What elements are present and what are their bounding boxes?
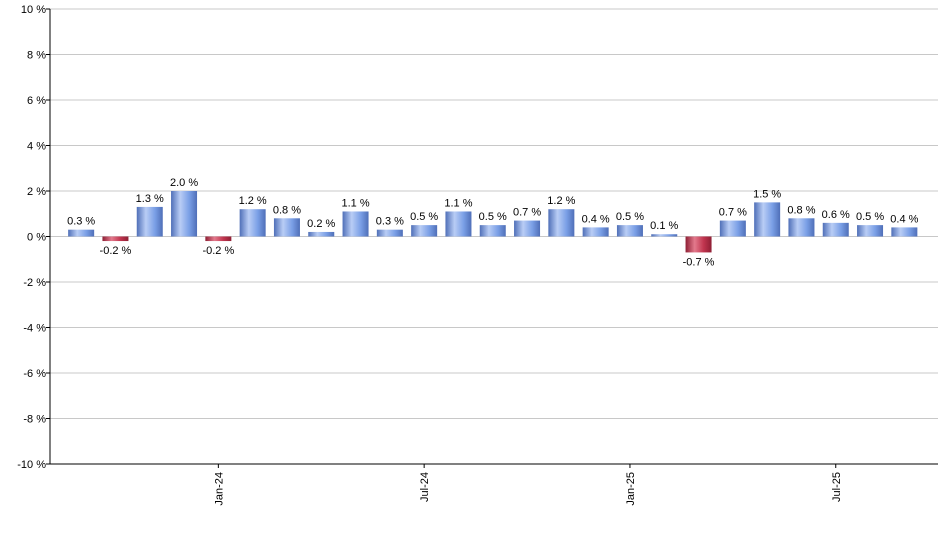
x-tick-label: Jul-25 — [831, 472, 843, 502]
y-tick-label: 6 % — [27, 95, 46, 107]
data-label: 1.1 % — [444, 197, 472, 209]
data-label: 0.8 % — [787, 204, 815, 216]
y-tick-label: 4 % — [27, 141, 46, 153]
data-label: 0.5 % — [410, 211, 438, 223]
data-label: 0.5 % — [856, 211, 884, 223]
bar — [685, 236, 712, 253]
bar — [308, 231, 335, 237]
data-label: 0.5 % — [479, 211, 507, 223]
bar — [171, 191, 198, 237]
data-label: -0.2 % — [100, 245, 132, 257]
bar — [891, 227, 918, 237]
data-label: 0.3 % — [376, 216, 404, 228]
y-tick-label: -8 % — [23, 414, 46, 426]
bar — [514, 220, 541, 237]
y-tick-label: 10 % — [21, 4, 46, 16]
data-label: -0.2 % — [202, 245, 234, 257]
data-label: 2.0 % — [170, 177, 198, 189]
y-tick-label: 0 % — [27, 232, 46, 244]
data-label: 0.7 % — [513, 207, 541, 219]
bar — [136, 206, 163, 237]
bar — [479, 225, 506, 237]
data-label: 0.3 % — [67, 216, 95, 228]
bar — [68, 229, 95, 237]
data-label: 0.5 % — [616, 211, 644, 223]
y-tick-label: -6 % — [23, 368, 46, 380]
data-label: 0.6 % — [822, 209, 850, 221]
y-axis-ticks: 10 % 8 % 6 % 4 % 2 % 0 % -2 % -4 % -6 % -8 % -10 % — [17, 4, 50, 471]
x-tick-label: Jul-24 — [419, 472, 431, 502]
bar — [651, 234, 678, 237]
axes — [49, 9, 938, 465]
x-axis-ticks: Jan-24 Jul-24 Jan-25 Jul-25 — [213, 464, 843, 506]
bar — [411, 225, 438, 237]
bar — [582, 227, 609, 237]
y-tick-label: -2 % — [23, 277, 46, 289]
data-label: 0.7 % — [719, 207, 747, 219]
data-label: 0.8 % — [273, 204, 301, 216]
x-tick-label: Jan-24 — [213, 472, 225, 506]
bar — [719, 220, 746, 237]
bar — [445, 211, 472, 237]
bar — [239, 209, 266, 237]
bar — [754, 202, 781, 237]
x-tick-label: Jan-25 — [625, 472, 637, 506]
y-tick-label: -10 % — [17, 459, 46, 471]
data-label: 0.4 % — [582, 213, 610, 225]
data-label: 0.2 % — [307, 218, 335, 230]
data-label: 1.5 % — [753, 188, 781, 200]
y-tick-label: -4 % — [23, 323, 46, 335]
bar — [205, 236, 232, 242]
bar — [616, 225, 643, 237]
data-label: 1.2 % — [239, 195, 267, 207]
bar — [788, 218, 815, 237]
data-labels: 0.3 % -0.2 % 1.3 % 2.0 % -0.2 % 1.2 % 0.8 % 0.2… — [67, 177, 919, 268]
y-tick-label: 2 % — [27, 186, 46, 198]
bar — [376, 229, 403, 237]
data-label: 0.1 % — [650, 220, 678, 232]
bar — [822, 222, 849, 237]
bar — [342, 211, 369, 237]
y-tick-label: 8 % — [27, 50, 46, 62]
bars — [68, 191, 918, 253]
data-label: 1.3 % — [136, 193, 164, 205]
bar — [102, 236, 129, 242]
data-label: 1.1 % — [341, 197, 369, 209]
bar — [548, 209, 575, 237]
bar — [273, 218, 300, 237]
data-label: 1.2 % — [547, 195, 575, 207]
data-label: -0.7 % — [683, 256, 715, 268]
data-label: 0.4 % — [890, 213, 918, 225]
bar — [857, 225, 884, 237]
